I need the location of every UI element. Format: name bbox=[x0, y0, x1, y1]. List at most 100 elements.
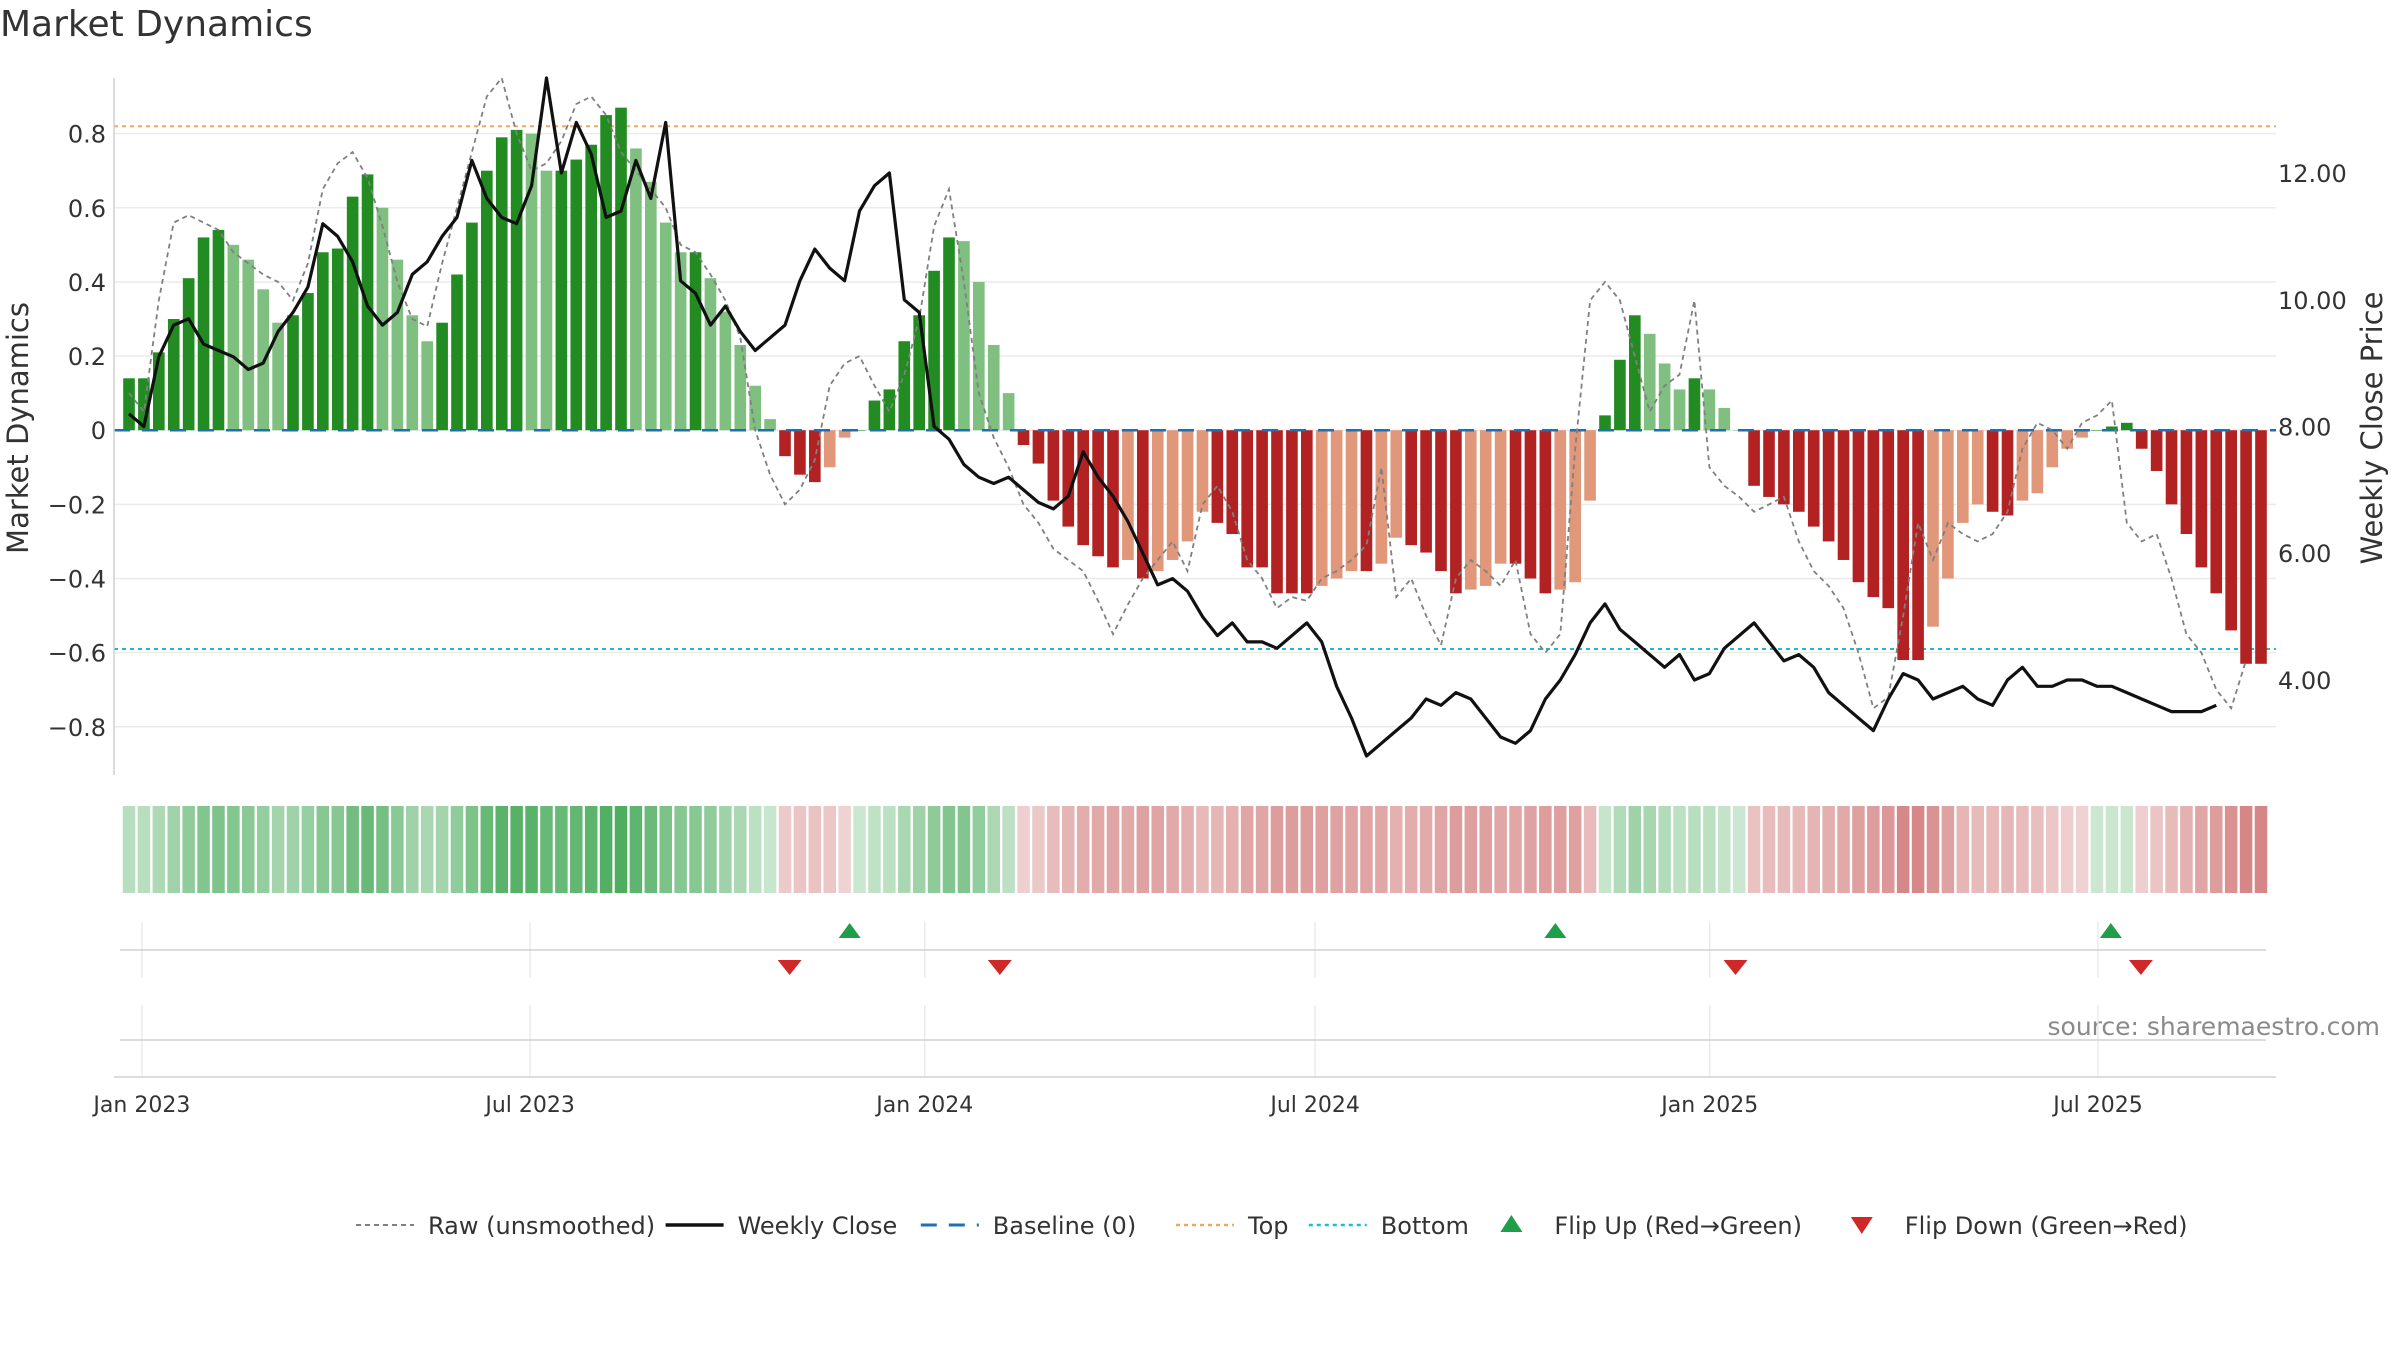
dynamics-bar bbox=[287, 315, 299, 431]
dynamics-bar bbox=[510, 129, 523, 431]
dynamics-bar bbox=[704, 278, 717, 431]
regime-cell bbox=[1703, 806, 1716, 893]
flip-down-marker bbox=[987, 960, 1012, 975]
raw-series bbox=[114, 76, 2276, 711]
legend-label: Top bbox=[1247, 1212, 1289, 1240]
dynamics-bar bbox=[212, 230, 225, 431]
y-tick-label: 0.4 bbox=[68, 269, 106, 297]
dynamics-bar bbox=[1837, 430, 1850, 560]
regime-cell bbox=[1106, 806, 1120, 893]
regime-cell bbox=[674, 806, 687, 893]
dynamics-bar bbox=[346, 196, 359, 431]
x-axis: Jan 2023 Jul 2023 Jan 2024 Jul 2024 Jan 2025… bbox=[91, 1076, 2276, 1118]
regime-cell bbox=[495, 806, 508, 893]
y-tick-label: −0.4 bbox=[48, 566, 106, 594]
regime-cell bbox=[1196, 806, 1209, 893]
dynamics-bar bbox=[1584, 430, 1596, 501]
regime-cell bbox=[1598, 806, 1612, 893]
dynamics-bar bbox=[2165, 430, 2178, 505]
dynamics-bar bbox=[227, 244, 240, 431]
dynamics-bar bbox=[466, 222, 478, 431]
dynamics-bar bbox=[1092, 430, 1104, 557]
dynamics-bar bbox=[1852, 430, 1865, 583]
dynamics-bar bbox=[1450, 430, 1462, 594]
regime-cell bbox=[957, 806, 971, 893]
regime-cell bbox=[331, 806, 345, 893]
regime-cell bbox=[2120, 806, 2134, 893]
regime-cell bbox=[1285, 806, 1299, 893]
regime-cell bbox=[2150, 806, 2163, 893]
regime-cell bbox=[1330, 806, 1343, 893]
regime-cell bbox=[122, 806, 136, 893]
regime-cell bbox=[1643, 806, 1656, 893]
dynamics-bar bbox=[2091, 430, 2103, 431]
dynamics-bar bbox=[2076, 430, 2088, 438]
regime-cell bbox=[972, 806, 986, 893]
dynamics-bar bbox=[1539, 430, 1552, 594]
dynamics-bar bbox=[1479, 430, 1492, 586]
y-axis-label: Market Dynamics bbox=[1, 302, 35, 554]
y-axis-left: 0.8 0.6 0.4 0.2 0 −0.2 −0.4 −0.6 −0.8 bbox=[48, 78, 115, 775]
regime-cell bbox=[182, 806, 195, 893]
legend-top: Top bbox=[1176, 1212, 1289, 1240]
regime-cell bbox=[898, 806, 911, 893]
regime-cell bbox=[1971, 806, 1984, 893]
y2-tick-label: 10.00 bbox=[2278, 287, 2347, 315]
dynamics-bar bbox=[436, 322, 448, 431]
dynamics-bar bbox=[2255, 430, 2267, 664]
close-line bbox=[127, 76, 2217, 758]
dynamics-bar bbox=[317, 252, 329, 431]
regime-cell bbox=[838, 806, 851, 893]
dynamics-bar bbox=[958, 241, 970, 431]
legend-label: Raw (unsmoothed) bbox=[428, 1212, 655, 1240]
regime-cell bbox=[1002, 806, 1015, 893]
dynamics-bar bbox=[1166, 430, 1179, 560]
dynamics-bar bbox=[1807, 430, 1820, 527]
y-tick-label: −0.6 bbox=[48, 640, 106, 668]
regime-cell bbox=[1867, 806, 1880, 893]
regime-cell bbox=[1837, 806, 1850, 893]
regime-strip bbox=[122, 806, 2268, 893]
dynamics-bar bbox=[1017, 430, 1030, 446]
regime-cell bbox=[1121, 806, 1135, 893]
dynamics-bar bbox=[1256, 430, 1268, 568]
dynamics-bar bbox=[883, 389, 896, 431]
dynamics-bar bbox=[1792, 430, 1805, 512]
regime-cell bbox=[301, 806, 315, 893]
regime-cell bbox=[406, 806, 419, 893]
dynamics-bar bbox=[2016, 430, 2029, 501]
dynamics-bar bbox=[1748, 430, 1760, 486]
regime-cell bbox=[2016, 806, 2029, 893]
dynamics-bar bbox=[1286, 430, 1298, 594]
dynamics-bar bbox=[719, 311, 732, 431]
dynamics-bar bbox=[1509, 430, 1522, 564]
regime-cell bbox=[480, 806, 494, 893]
dynamics-bar bbox=[2240, 430, 2252, 664]
dynamics-bar bbox=[2135, 430, 2148, 449]
dynamics-bar bbox=[481, 170, 493, 431]
dynamics-bar bbox=[1032, 430, 1045, 464]
regime-cell bbox=[2105, 806, 2119, 893]
regime-cell bbox=[1315, 806, 1328, 893]
regime-cell bbox=[704, 806, 717, 893]
x-tick-label: Jul 2025 bbox=[2051, 1093, 2143, 1118]
regime-cell bbox=[346, 806, 359, 893]
dynamics-bar bbox=[2106, 426, 2118, 431]
regime-cell bbox=[2224, 806, 2238, 893]
flip-down-marker bbox=[1723, 960, 1748, 975]
dynamics-bar bbox=[495, 137, 508, 431]
y-axis-right: 12.00 10.00 8.00 6.00 4.00 bbox=[2278, 160, 2347, 695]
regime-cell bbox=[391, 806, 404, 893]
dynamics-bar bbox=[943, 237, 955, 431]
legend-label: Bottom bbox=[1381, 1212, 1469, 1240]
dynamics-bar bbox=[525, 133, 538, 431]
dynamics-bar bbox=[153, 352, 165, 431]
regime-cell bbox=[927, 806, 941, 893]
legend-raw: Raw (unsmoothed) bbox=[356, 1212, 655, 1240]
regime-cell bbox=[1062, 806, 1075, 893]
dynamics-bar bbox=[2120, 422, 2133, 431]
dynamics-bar bbox=[2046, 430, 2059, 468]
dynamics-bar bbox=[1688, 378, 1701, 431]
regime-cell bbox=[793, 806, 807, 893]
regime-cell bbox=[1449, 806, 1463, 893]
